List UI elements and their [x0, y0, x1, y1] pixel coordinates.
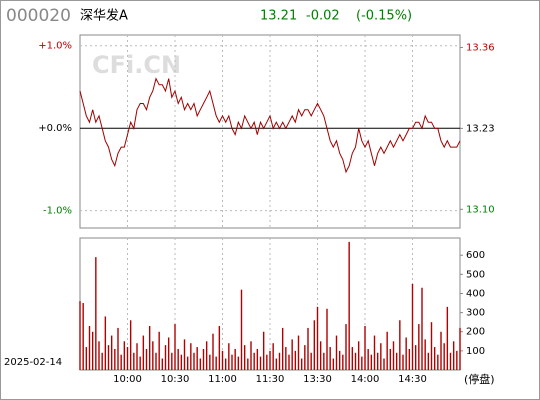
x-tick-label: 10:30 — [161, 374, 190, 385]
change-pct: (-0.15%) — [356, 9, 412, 24]
stock-name: 深华发A — [80, 8, 128, 24]
price: 13.21 — [260, 9, 297, 24]
x-tick-label: 13:30 — [303, 374, 332, 385]
x-tick-label: 14:00 — [351, 374, 380, 385]
stock-code: 000020 — [6, 6, 71, 26]
y-tick-label: 13.10 — [466, 204, 495, 215]
y2-tick-label: -1.0% — [43, 206, 72, 217]
y-tick-label: 13.36 — [466, 42, 495, 53]
x-tick-label: 11:00 — [208, 374, 237, 385]
x-tick-label: 14:30 — [398, 374, 427, 385]
price-line — [79, 77, 461, 174]
x-tick-label: 10:00 — [113, 374, 142, 385]
watermark: CFi.CN — [92, 51, 181, 79]
change: -0.02 — [306, 9, 340, 24]
status: (停盘) — [464, 372, 495, 386]
y-tick-label: 400 — [466, 288, 485, 299]
x-tick-label: 11:30 — [256, 374, 285, 385]
y-tick-label: 600 — [466, 250, 485, 261]
date: 2025-02-14 — [4, 357, 62, 368]
y2-tick-label: +1.0% — [38, 41, 72, 52]
y2-tick-label: +0.0% — [38, 123, 72, 134]
y-tick-label: 300 — [466, 308, 485, 319]
y-tick-label: 100 — [466, 346, 485, 357]
y-tick-label: 200 — [466, 327, 485, 338]
y-tick-label: 13.23 — [466, 123, 495, 134]
y-tick-label: 500 — [466, 269, 485, 280]
